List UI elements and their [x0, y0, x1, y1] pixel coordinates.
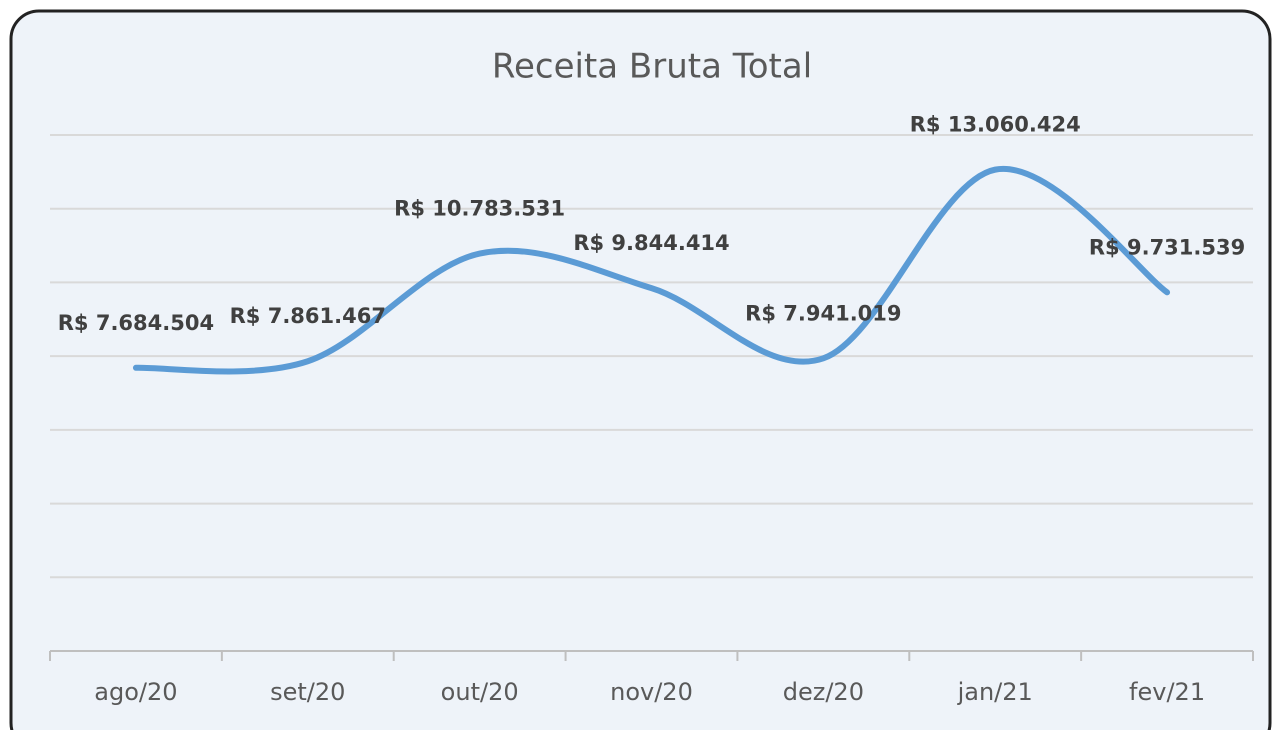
chart-title: Receita Bruta Total — [492, 47, 812, 87]
x-tick-label: out/20 — [441, 678, 519, 706]
x-tick-label: fev/21 — [1129, 678, 1205, 706]
chart-frame — [9, 9, 1272, 730]
data-label: R$ 7.941.019 — [745, 301, 901, 325]
data-label: R$ 13.060.424 — [910, 113, 1081, 137]
x-tick-label: dez/20 — [783, 678, 864, 706]
line — [132, 165, 1171, 375]
data-label: R$ 10.783.531 — [394, 197, 565, 221]
x-tick-label: ago/20 — [94, 678, 177, 706]
x-tick-label: nov/20 — [610, 678, 693, 706]
data-label: R$ 7.861.467 — [230, 304, 386, 328]
x-tick-label: jan/21 — [957, 678, 1033, 706]
data-label: R$ 9.731.539 — [1089, 235, 1245, 259]
data-label: R$ 9.844.414 — [573, 231, 729, 255]
x-tick-label: set/20 — [270, 678, 345, 706]
data-label: R$ 7.684.504 — [58, 311, 214, 335]
